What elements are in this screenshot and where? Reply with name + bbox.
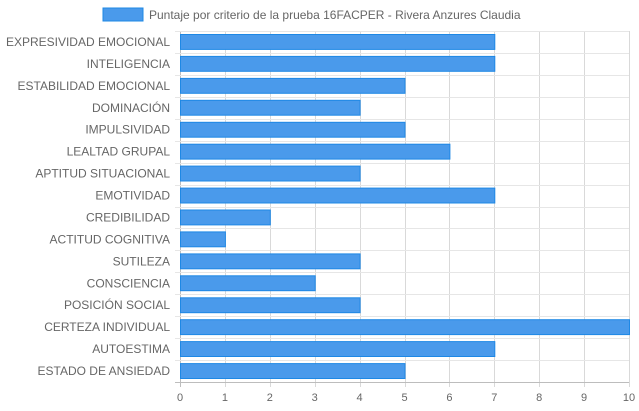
category-label: INTELIGENCIA [87, 57, 170, 71]
bar[interactable] [180, 99, 361, 116]
category-label: APTITUD SITUACIONAL [35, 167, 170, 181]
x-tick-label: 4 [357, 392, 363, 404]
x-tick-labels: 0 1 2 3 4 5 6 7 8 9 10 [177, 392, 635, 404]
category-label: CONSCIENCIA [87, 276, 170, 290]
bar[interactable] [180, 209, 271, 226]
x-tick-label: 8 [536, 392, 542, 404]
bar[interactable] [180, 165, 361, 182]
legend-swatch [102, 7, 144, 22]
category-label: CERTEZA INDIVIDUAL [44, 320, 170, 334]
bar[interactable] [180, 231, 226, 248]
x-tick-label: 9 [581, 392, 587, 404]
bar[interactable] [180, 34, 496, 50]
bar[interactable] [180, 363, 406, 380]
category-labels: EXPRESIVIDAD EMOCIONAL INTELIGENCIA ESTABI… [6, 35, 170, 378]
category-label: ESTADO DE ANSIEDAD [38, 364, 171, 378]
category-label: IMPULSIVIDAD [85, 123, 170, 137]
category-label: AUTOESTIMA [92, 342, 170, 356]
legend[interactable]: Puntaje por criterio de la prueba 16FACP… [102, 7, 521, 22]
category-label: EMOTIVIDAD [95, 189, 170, 203]
bar[interactable] [180, 143, 451, 160]
bar[interactable] [180, 77, 406, 94]
category-label: DOMINACIÓN [92, 100, 170, 115]
x-tick-label: 0 [177, 392, 183, 404]
bars [180, 34, 630, 380]
bar[interactable] [180, 121, 406, 138]
bar[interactable] [180, 297, 361, 314]
bar[interactable] [180, 319, 630, 336]
x-tick-label: 1 [222, 392, 228, 404]
bar[interactable] [180, 275, 316, 292]
category-label: ESTABILIDAD EMOCIONAL [18, 79, 171, 93]
x-tick-label: 2 [267, 392, 273, 404]
x-tick-label: 10 [623, 392, 635, 404]
category-label: ACTITUD COGNITIVA [50, 232, 170, 246]
category-label: LEALTAD GRUPAL [67, 145, 171, 159]
bar[interactable] [180, 253, 361, 270]
x-tick-label: 5 [401, 392, 407, 404]
x-tick-label: 7 [491, 392, 497, 404]
category-label: EXPRESIVIDAD EMOCIONAL [6, 35, 170, 49]
bar[interactable] [180, 341, 496, 358]
x-tick-label: 3 [312, 392, 318, 404]
bar[interactable] [180, 55, 496, 72]
category-label: SUTILEZA [113, 254, 170, 268]
bar[interactable] [180, 187, 496, 204]
x-tick-label: 6 [446, 392, 452, 404]
legend-label: Puntaje por criterio de la prueba 16FACP… [149, 8, 521, 22]
category-label: CREDIBILIDAD [86, 211, 170, 225]
category-label: POSICIÓN SOCIAL [64, 297, 170, 312]
